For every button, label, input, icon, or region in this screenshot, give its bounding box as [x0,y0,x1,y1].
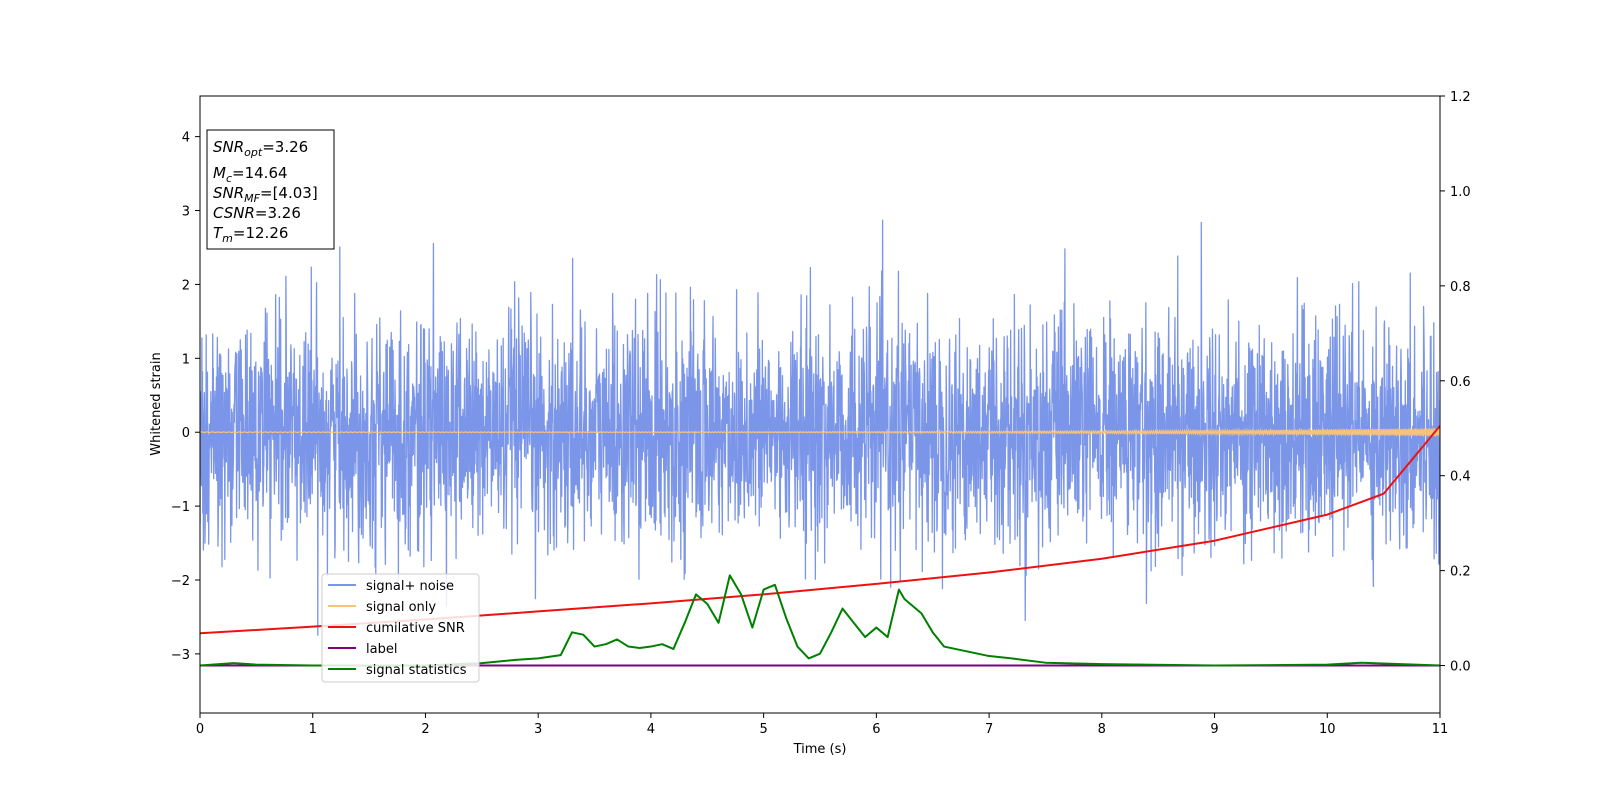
legend-frame [321,573,480,683]
y-left-tick-label: 1 [182,352,190,367]
legend-label: signal only [366,600,436,615]
annotation-line: SNRopt=3.26 [213,138,308,159]
y-right-tick-label: 0.0 [1450,660,1471,675]
annotation-box: SNRopt=3.26 Mc=14.64SNRMF=[4.03]CSNR=3.26… [206,129,335,250]
legend-label: signal statistics [366,663,467,678]
y-right-tick-label: 1.0 [1450,185,1471,200]
x-tick-label: 7 [985,722,993,737]
x-tick-label: 9 [1210,722,1218,737]
x-tick-label: 8 [1098,722,1106,737]
x-tick-label: 11 [1432,722,1449,737]
series-signal-only-line [200,427,1440,438]
y-right-tick-label: 0.8 [1450,280,1471,295]
y-right-tick-label: 0.2 [1450,565,1471,580]
x-tick-label: 0 [196,722,204,737]
y-right-tick-label: 0.4 [1450,470,1471,485]
legend: signal+ noise signal only cumilative SNR la… [321,573,480,683]
annotation-line: Tm=12.26 [213,224,288,245]
y-left-tick-label: −3 [171,648,190,663]
plot-frame [199,95,1441,714]
x-tick-label: 2 [421,722,429,737]
legend-label: cumilative SNR [366,621,465,636]
legend-label: label [366,642,397,657]
y-right-tick-label: 1.2 [1450,90,1471,105]
y-left-tick-label: 0 [182,426,190,441]
series-signal-statistics-line [200,574,1440,667]
axis-layer: 0 1 2 3 4 5 6 7 8 9 10 11 −3 −2 −1 0 1 2 3 4 0.0 0.2 0.4 0.6 0.8… [171,90,1471,737]
y-left-tick-label: 2 [182,278,190,293]
x-tick-label: 10 [1319,722,1336,737]
x-axis-label: Time (s) [793,742,847,757]
y-left-tick-label: 3 [182,205,190,220]
annotation-line: SNRMF=[4.03] [213,184,318,205]
x-tick-label: 6 [872,722,880,737]
y-axis-left-label: Whitened strain [149,352,164,455]
x-tick-label: 5 [759,722,767,737]
annotation-line: CSNR=3.26 [213,204,301,222]
y-left-tick-label: −1 [171,500,190,515]
annotation-frame [206,129,335,250]
y-left-tick-label: 4 [182,131,190,146]
x-tick-label: 1 [309,722,317,737]
legend-label: signal+ noise [366,579,454,594]
y-left-tick-label: −2 [171,574,190,589]
x-tick-label: 3 [534,722,542,737]
y-right-tick-label: 0.6 [1450,375,1471,390]
series-signal-noise-line [200,219,1440,636]
x-tick-label: 4 [647,722,655,737]
annotation-line: Mc=14.64 [213,164,288,185]
